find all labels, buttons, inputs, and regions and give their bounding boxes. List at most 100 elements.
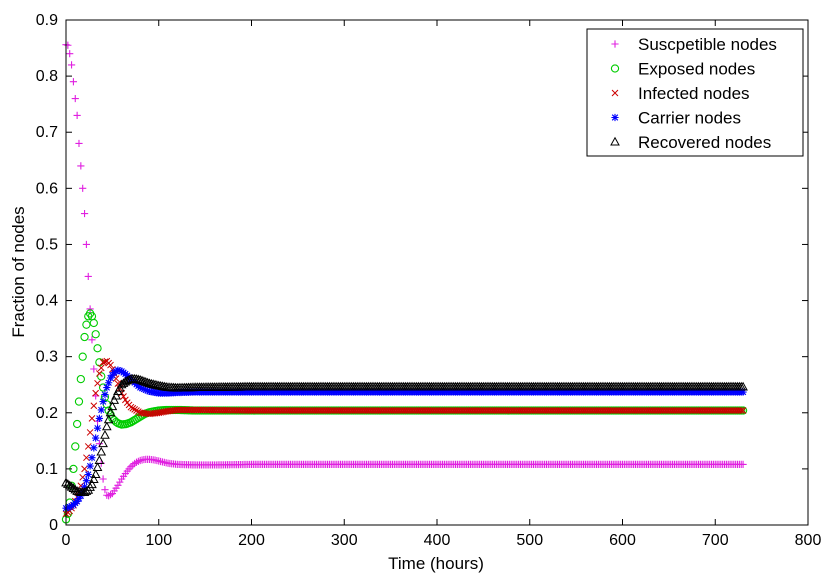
data-point <box>101 358 109 366</box>
data-point <box>75 495 83 503</box>
data-point <box>80 209 89 218</box>
data-point <box>140 385 148 393</box>
x-tick-label: 200 <box>238 532 265 549</box>
y-tick-label: 0.7 <box>36 124 58 141</box>
y-tick-label: 0.4 <box>36 293 58 310</box>
data-point <box>94 455 105 464</box>
legend-label: Suscpetible nodes <box>638 35 777 54</box>
data-point <box>124 374 134 384</box>
legend-label: Exposed nodes <box>638 60 755 79</box>
data-point <box>88 336 96 344</box>
x-tick-label: 700 <box>702 532 729 549</box>
data-point <box>87 479 97 489</box>
data-point <box>79 487 90 496</box>
data-point <box>81 465 88 473</box>
data-point <box>80 483 89 491</box>
legend-marker <box>611 89 619 97</box>
data-point <box>92 462 103 471</box>
data-point <box>103 414 114 424</box>
legend-label: Infected nodes <box>638 84 750 103</box>
data-point <box>104 406 113 415</box>
data-point <box>86 305 94 313</box>
y-tick-label: 0.6 <box>36 180 58 197</box>
data-point <box>72 419 82 429</box>
legend-label: Recovered nodes <box>638 133 771 152</box>
data-point <box>97 372 106 381</box>
data-point <box>82 320 91 329</box>
data-point <box>107 401 118 411</box>
data-point <box>739 407 747 414</box>
data-marks <box>61 41 748 524</box>
x-tick-label: 500 <box>516 532 543 549</box>
data-point <box>93 344 102 353</box>
legend-marker <box>610 136 620 146</box>
data-point <box>73 111 81 119</box>
legend-marker <box>611 113 619 122</box>
legend-marker <box>611 40 619 48</box>
data-point <box>92 434 100 442</box>
data-point <box>101 421 112 431</box>
legend-item: Carrier nodes <box>611 109 741 128</box>
legend-item: Suscpetible nodes <box>611 35 777 54</box>
data-point <box>97 406 105 414</box>
y-tick-label: 0.2 <box>36 405 58 422</box>
data-point <box>84 470 92 479</box>
data-point <box>95 358 104 367</box>
series-circle <box>61 309 748 524</box>
data-point <box>127 403 135 411</box>
data-point <box>739 460 747 468</box>
data-point <box>101 486 109 494</box>
data-point <box>737 407 745 414</box>
series-plus <box>62 41 747 500</box>
data-point <box>84 443 92 450</box>
data-point <box>74 397 84 406</box>
data-point <box>96 446 107 456</box>
data-point <box>105 407 116 417</box>
data-point <box>136 383 144 392</box>
y-tick-label: 0.9 <box>36 12 58 29</box>
legend-item: Infected nodes <box>611 84 750 103</box>
data-point <box>133 407 140 414</box>
data-point <box>86 462 94 470</box>
data-point <box>86 429 94 436</box>
data-point <box>116 367 124 375</box>
data-point <box>73 497 81 506</box>
data-point <box>144 387 152 395</box>
data-point <box>99 397 107 406</box>
x-axis-title: Time (hours) <box>388 554 484 573</box>
data-point <box>106 491 115 499</box>
data-point <box>97 364 105 372</box>
data-point <box>116 478 124 486</box>
data-point <box>142 386 150 394</box>
data-point <box>98 438 108 448</box>
y-tick-label: 0.8 <box>36 68 58 85</box>
legend-item: Exposed nodes <box>610 60 755 79</box>
data-point <box>114 366 122 374</box>
data-point <box>66 481 77 491</box>
data-point <box>90 402 98 410</box>
data-point <box>76 374 85 384</box>
data-point <box>68 483 79 493</box>
data-point <box>82 240 91 249</box>
legend-items: Suscpetible nodes Exposed nodes Infected n… <box>610 35 777 152</box>
legend-box <box>586 28 804 157</box>
data-point <box>92 389 100 397</box>
data-point <box>67 61 76 69</box>
data-point <box>75 139 83 148</box>
y-tick-label: 0.1 <box>36 461 58 478</box>
x-tick-label: 100 <box>145 532 172 549</box>
x-tick-label: 300 <box>331 532 358 549</box>
data-point <box>107 361 114 369</box>
data-point <box>77 162 85 170</box>
data-point <box>90 365 98 373</box>
data-point <box>106 374 115 382</box>
x-tick-label: 800 <box>795 532 822 549</box>
data-point <box>83 454 90 462</box>
data-point <box>84 272 92 281</box>
y-tick-label: 0.3 <box>36 349 58 366</box>
data-point <box>131 406 138 413</box>
legend-label: Carrier nodes <box>638 109 741 128</box>
data-point <box>78 352 87 361</box>
legend-marker <box>610 64 620 73</box>
